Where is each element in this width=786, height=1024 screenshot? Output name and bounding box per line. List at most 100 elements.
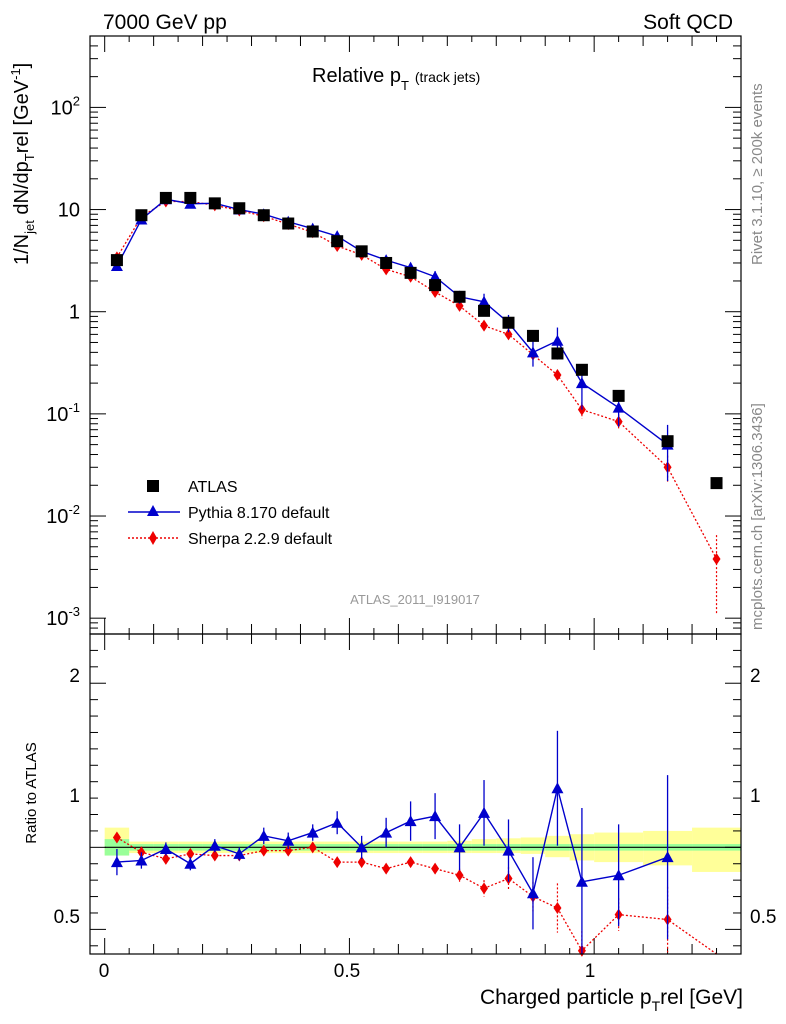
- legend-pythia-marker: [147, 505, 159, 516]
- legend: ATLAS Pythia 8.170 default Sherpa 2.2.9 …: [128, 479, 333, 548]
- ratio-frame: [89, 633, 742, 955]
- atlas-data-point: [453, 290, 466, 303]
- ratio-ytick-label-left: 2: [69, 666, 80, 687]
- pythia-ratio-point: [331, 816, 344, 828]
- pythia-ratio-point: [429, 810, 442, 822]
- sherpa-ratio-point: [406, 856, 415, 869]
- sherpa-ratio-point: [333, 856, 342, 869]
- atlas-data-point: [184, 191, 197, 204]
- sherpa-ratio-point: [259, 844, 268, 857]
- main-panel: 10-3 10-2 10-1 1 10 102 Relative pT(track jet…: [8, 35, 742, 635]
- pythia-ratio-point: [453, 841, 466, 853]
- analysis-label: ATLAS_2011_I919017: [350, 592, 480, 607]
- atlas-data-point: [257, 209, 270, 222]
- atlas-data-point: [208, 197, 221, 210]
- pythia-main-point: [526, 346, 539, 358]
- pythia-ratio-point: [208, 839, 221, 851]
- sherpa-ratio-point: [284, 844, 293, 857]
- pythia-ratio-point: [380, 826, 393, 838]
- main-title: Relative pT(track jets): [312, 65, 480, 93]
- category-label: Soft QCD: [643, 11, 733, 34]
- pythia-ratio-point: [135, 854, 148, 866]
- main-series: [110, 191, 723, 614]
- pythia-ratio-point: [661, 851, 674, 863]
- atlas-data-point: [526, 329, 539, 342]
- pythia-ratio-point: [612, 869, 625, 881]
- legend-atlas-label: ATLAS: [188, 479, 238, 496]
- sherpa-main-point: [553, 369, 562, 382]
- pythia-ratio-point: [478, 806, 491, 818]
- atlas-data-point: [135, 209, 148, 222]
- pythia-main-line: [116, 198, 669, 446]
- ratio-ylabel: Ratio to ATLAS: [23, 742, 40, 843]
- sherpa-ratio-point: [308, 841, 317, 854]
- pythia-main-point: [478, 295, 491, 307]
- xtick-label: 1: [585, 961, 596, 982]
- sherpa-ratio-point: [186, 847, 195, 860]
- atlas-data-point: [380, 256, 393, 269]
- atlas-data-point: [331, 235, 344, 248]
- xtick-label: 0.5: [334, 961, 360, 982]
- ratio-ytick-labels: 0.5 1 2 0.5 1 2: [54, 666, 777, 928]
- atlas-data-point: [710, 477, 723, 490]
- main-ytick-label: 1: [69, 302, 80, 324]
- pythia-ratio-line: [116, 788, 668, 896]
- pythia-ratio-point: [110, 856, 123, 868]
- atlas-data-point: [478, 304, 491, 317]
- pythia-ratio-point: [282, 834, 295, 846]
- atlas-data-point: [429, 279, 442, 292]
- xaxis-label: Charged particle pTrel [GeV]: [480, 986, 743, 1014]
- ratio-panel: Ratio to ATLAS 0.5 1 2 0.5 1 2 0 0.5 1 C…: [23, 633, 777, 1014]
- legend-sherpa-marker: [149, 531, 157, 545]
- pythia-ratio-point: [526, 887, 539, 899]
- sherpa-ratio-point: [210, 849, 219, 862]
- sherpa-ratio-point: [455, 869, 464, 882]
- legend-sherpa-label: Sherpa 2.2.9 default: [188, 531, 333, 548]
- pythia-ratio-point: [355, 841, 368, 853]
- sherpa-main-point: [504, 328, 513, 341]
- atlas-data-point: [661, 435, 674, 448]
- main-ticks: [90, 35, 742, 635]
- main-ytick-label: 10-3: [46, 604, 80, 630]
- main-ytick-label: 10: [58, 200, 80, 222]
- ratio-ytick-label-right: 2: [750, 666, 761, 687]
- pythia-ratio-point: [159, 842, 172, 854]
- sherpa-main-point: [480, 319, 489, 332]
- atlas-data-point: [306, 225, 319, 238]
- atlas-data-point: [355, 245, 368, 258]
- ratio-series: [110, 730, 717, 957]
- atlas-data-point: [282, 217, 295, 230]
- main-ylabel: 1/Njet dN/dpTrel [GeV-1]: [8, 63, 37, 265]
- atlas-data-point: [159, 191, 172, 204]
- pythia-ratio-point: [257, 829, 270, 841]
- pythia-ratio-point: [306, 826, 319, 838]
- sherpa-ratio-point: [112, 831, 121, 844]
- ratio-ytick-label-right: 1: [750, 786, 761, 807]
- rivet-label: Rivet 3.1.10, ≥ 200k events: [749, 83, 766, 265]
- atlas-data-point: [110, 254, 123, 267]
- sherpa-ratio-point: [357, 856, 366, 869]
- ratio-ticks: [90, 634, 742, 954]
- atlas-data-point: [612, 389, 625, 402]
- legend-entry-atlas: ATLAS: [147, 479, 238, 496]
- pythia-ratio-point: [184, 857, 197, 869]
- pythia-main-point: [551, 334, 564, 346]
- pythia-ratio-point: [404, 815, 417, 827]
- legend-entry-pythia: Pythia 8.170 default: [128, 505, 330, 522]
- ratio-ytick-label-left: 1: [69, 786, 80, 807]
- ratio-ytick-label-right: 0.5: [750, 907, 776, 928]
- sherpa-main-point: [455, 299, 464, 312]
- main-ytick-label: 102: [51, 93, 80, 119]
- mcplots-label: mcplots.cern.ch [arXiv:1306.3436]: [749, 403, 766, 630]
- ratio-ytick-label-left: 0.5: [54, 907, 80, 928]
- main-ytick-label: 10-2: [46, 502, 80, 528]
- atlas-data-point: [502, 316, 515, 329]
- pythia-main-point: [429, 270, 442, 282]
- atlas-data-point: [575, 363, 588, 376]
- pythia-ratio-point: [233, 847, 246, 859]
- legend-atlas-marker: [147, 480, 159, 492]
- xtick-label: 0: [99, 961, 110, 982]
- pythia-ratio-point: [502, 844, 515, 856]
- sherpa-ratio-point: [431, 862, 440, 875]
